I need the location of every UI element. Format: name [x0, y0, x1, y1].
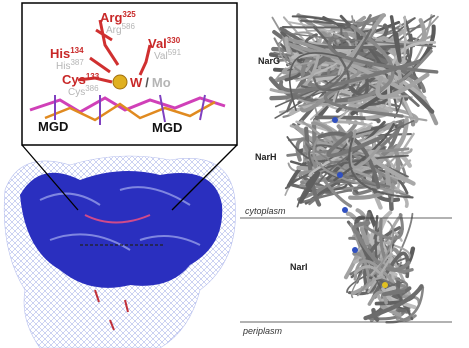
- residue-number: 330: [167, 36, 181, 45]
- ribbon: [333, 123, 395, 182]
- alt-residue-number: 591: [168, 48, 182, 57]
- ribbon: [359, 227, 370, 246]
- residue-label: Cys133: [62, 72, 100, 87]
- ribbon: [347, 24, 395, 103]
- ribbon: [392, 132, 415, 172]
- alt-residue-name: His: [56, 61, 70, 72]
- alt-residue-label: Arg586: [106, 22, 135, 36]
- ribbon: [346, 255, 411, 294]
- membrane-label: cytoplasm: [245, 206, 286, 216]
- ribbon: [304, 169, 409, 205]
- ribbon: [286, 136, 351, 163]
- ribbon: [389, 15, 402, 63]
- metal-separator: /: [145, 75, 149, 90]
- alt-residue-name: Cys: [68, 87, 85, 98]
- ribbon: [400, 15, 407, 65]
- cofactor-atom: [382, 282, 388, 288]
- ribbon: [308, 130, 384, 177]
- alt-residue-number: 387: [70, 58, 84, 67]
- residue-label: Arg325: [100, 10, 136, 25]
- enzyme-structure: [3, 155, 236, 348]
- metal-label: W / Mo: [130, 75, 171, 90]
- ribbon: [297, 144, 399, 202]
- inset-box: [21, 2, 238, 146]
- cofactor-atom: [337, 172, 343, 178]
- cofactor-atom: [332, 117, 338, 123]
- ribbon: [375, 72, 430, 100]
- metal-secondary: Mo: [152, 75, 171, 90]
- subunit-label: NarH: [255, 152, 277, 162]
- residue-label: Val330: [148, 36, 181, 51]
- cofactor-atom: [342, 207, 348, 213]
- residue-label: His134: [50, 46, 84, 61]
- ribbon: [363, 284, 424, 321]
- ribbon: [298, 170, 321, 204]
- ribbon: [284, 154, 409, 190]
- subunit-label: NarG: [258, 56, 280, 66]
- alt-residue-number: 386: [85, 84, 99, 93]
- alt-residue-name: Arg: [106, 25, 122, 36]
- residue-name: Arg: [100, 10, 122, 25]
- ribbon: [304, 33, 416, 50]
- residue-name: Cys: [62, 72, 86, 87]
- residue-number: 134: [70, 46, 84, 55]
- zoom-line: [21, 144, 79, 211]
- residue-number: 133: [86, 72, 100, 81]
- ribbon: [348, 137, 414, 199]
- ribbon: [356, 220, 395, 297]
- ribbon: [367, 149, 416, 186]
- ribbon: [349, 33, 369, 98]
- labels: Arg325Arg586His134His387Val330Val591Cys1…: [38, 10, 308, 336]
- ribbon: [317, 131, 381, 189]
- alt-residue-label: Val591: [154, 48, 182, 62]
- subunit-label: NarI: [290, 262, 308, 272]
- ribbon: [278, 38, 297, 72]
- ribbon: [274, 17, 416, 119]
- membrane-complex-structure: [268, 13, 439, 324]
- ribbon: [369, 210, 393, 251]
- ribbon: [312, 28, 373, 91]
- ribbon: [299, 189, 353, 204]
- alt-residue-name: Val: [154, 51, 168, 62]
- ribbon: [367, 290, 388, 306]
- active-site: [29, 19, 226, 125]
- ribbon: [312, 131, 401, 193]
- ribbon: [327, 36, 439, 74]
- alt-residue-label: Cys386: [68, 84, 99, 98]
- ribbon: [352, 220, 371, 237]
- residue-number: 325: [122, 10, 136, 19]
- ribbon: [387, 40, 437, 108]
- ribbon: [363, 213, 404, 241]
- alt-residue-label: His387: [56, 58, 84, 72]
- ribbon: [281, 19, 357, 29]
- membrane-label: periplasm: [242, 326, 283, 336]
- zoom-line: [171, 144, 238, 211]
- ribbon: [279, 59, 421, 93]
- alt-residue-number: 586: [122, 22, 136, 31]
- ribbon: [372, 275, 385, 281]
- ribbon: [382, 288, 406, 297]
- cofactor-label: MGD: [152, 120, 182, 135]
- ribbon: [288, 52, 345, 112]
- cofactor-atom: [352, 247, 358, 253]
- ribbon: [371, 307, 380, 322]
- ribbon: [326, 131, 385, 158]
- cofactor-label: MGD: [38, 119, 68, 134]
- residue-name: His: [50, 46, 70, 61]
- residue-name: Val: [148, 36, 167, 51]
- metal-primary: W: [130, 75, 143, 90]
- ribbon: [350, 227, 398, 299]
